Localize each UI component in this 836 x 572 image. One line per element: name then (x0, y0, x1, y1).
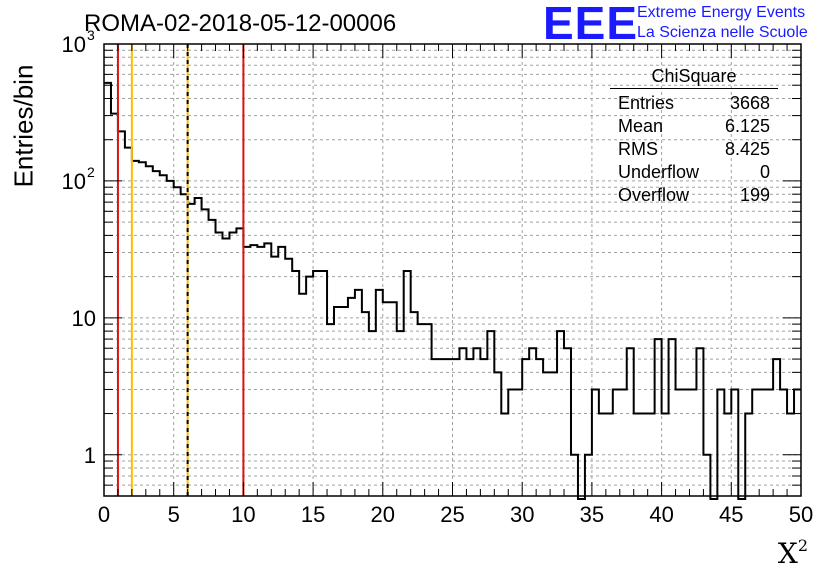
y-tick-label: 10 (62, 169, 86, 194)
logo-line-2: La Scienza nelle Scuole (637, 24, 808, 41)
axis-ticks (103, 43, 802, 497)
y-axis-label-box: Entries/bin (6, 65, 42, 188)
x-tick-label: 0 (98, 502, 110, 527)
x-tick-label: 5 (168, 502, 180, 527)
stats-row-overflow: Overflow 199 (610, 184, 778, 207)
histogram-line (104, 81, 801, 500)
stats-value: 0 (759, 162, 770, 182)
eee-logo: EEE (543, 0, 639, 49)
x-tick-label: 25 (440, 502, 464, 527)
y-tick-label: 1 (84, 443, 96, 468)
x-tick-label: 15 (301, 502, 325, 527)
stats-row-mean: Mean 6.125 (610, 115, 778, 138)
stats-value: 8.425 (724, 139, 770, 159)
stats-row-underflow: Underflow 0 (610, 161, 778, 184)
stats-label: Overflow (618, 185, 690, 205)
stats-row-entries: Entries 3668 (610, 92, 778, 115)
x-tick-label: 30 (510, 502, 534, 527)
stats-value: 3668 (729, 93, 770, 113)
stats-label: Underflow (618, 162, 700, 182)
logo-line-1: Extreme Energy Events (637, 4, 806, 21)
stats-title: ChiSquare (610, 66, 778, 89)
stats-box: ChiSquare Entries 3668 Mean 6.125 RMS 8.… (610, 66, 778, 207)
run-title: ROMA-02-2018-05-12-00006 (84, 10, 397, 37)
x-tick-label: 10 (231, 502, 255, 527)
histogram (104, 81, 801, 500)
x-axis-label-superscript: 2 (797, 536, 808, 555)
x-axis-label: X2 (778, 536, 808, 570)
y-tick-exponent: 2 (87, 164, 95, 180)
stats-row-rms: RMS 8.425 (610, 138, 778, 161)
stats-label: Mean (618, 116, 664, 136)
stats-label: Entries (618, 93, 675, 113)
x-tick-label: 40 (649, 502, 673, 527)
y-tick-label: 10 (72, 306, 96, 331)
stats-label: RMS (618, 139, 658, 159)
y-tick-exponent: 3 (87, 27, 95, 43)
stats-value: 6.125 (724, 116, 770, 136)
reference-lines (116, 44, 245, 496)
x-tick-label: 50 (789, 502, 813, 527)
x-tick-label: 20 (371, 502, 395, 527)
stats-value: 199 (739, 185, 770, 205)
x-axis-label-symbol: X (777, 537, 798, 570)
y-tick-label: 10 (62, 32, 86, 57)
y-axis-label: Entries/bin (8, 64, 39, 188)
grid-lines (104, 44, 801, 496)
x-tick-label: 35 (580, 502, 604, 527)
x-tick-label: 45 (719, 502, 743, 527)
